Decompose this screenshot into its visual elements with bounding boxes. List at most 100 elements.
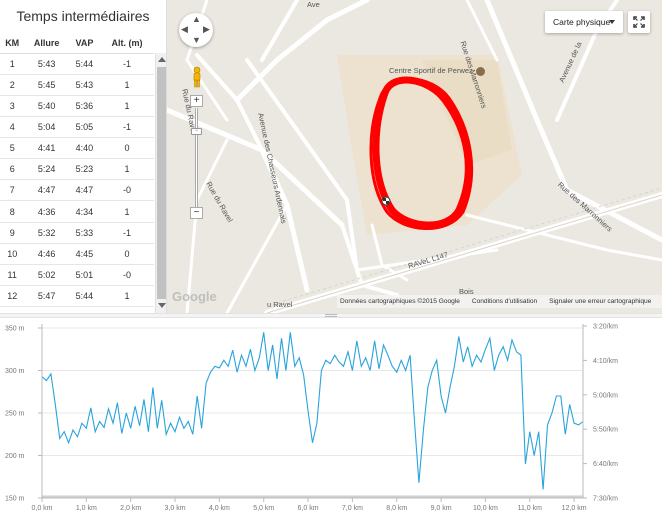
splits-panel: Temps intermédiaires KM Allure VAP Alt. … <box>0 0 167 313</box>
map-data-credit: Données cartographiques ©2015 Google <box>340 298 460 305</box>
split-elevation: 1 <box>99 158 154 181</box>
split-pace: 5:45 <box>24 74 69 96</box>
split-elevation: 1 <box>99 95 154 117</box>
split-row[interactable]: 0.25:515:55-1 <box>0 306 154 313</box>
split-elevation: 1 <box>99 74 154 96</box>
split-row[interactable]: 3 5:40 5:36 1 <box>0 95 154 117</box>
scroll-thumb[interactable] <box>157 67 166 299</box>
x-tick-label: 6,0 km <box>298 505 319 512</box>
split-gap: 4:45 <box>68 243 100 265</box>
scroll-down-arrow-icon[interactable] <box>158 303 166 308</box>
panel-splitter[interactable] <box>0 313 662 318</box>
map-label-ravel-bottom: u Ravel <box>267 300 293 309</box>
split-row[interactable]: 12 5:47 5:44 1 <box>0 285 154 308</box>
elevation-pace-chart[interactable]: 350 m 300 m 250 m 200 m 150 m 3:20/km 4:10/km… <box>0 318 662 529</box>
split-row[interactable]: 11 5:02 5:01 -0 <box>0 264 154 287</box>
split-pace: 5:04 <box>24 116 69 139</box>
column-header-elevation[interactable]: Alt. (m) <box>99 33 154 54</box>
splits-body: 1 5:43 5:44 -1 2 5:45 5:43 1 3 5:40 5:36 1 4 5:04 5:05… <box>0 53 154 313</box>
split-row[interactable]: 4 5:04 5:05 -1 <box>0 116 154 139</box>
split-gap: 5:44 <box>68 285 100 308</box>
split-km: 2 <box>0 74 25 96</box>
split-pace: 5:47 <box>24 285 69 308</box>
splits-table: KM Allure VAP Alt. (m) 1 5:43 5:44 -1 2 5:45 5… <box>0 33 154 313</box>
column-header-pace[interactable]: Allure <box>24 33 69 54</box>
split-gap: 4:47 <box>68 179 100 202</box>
split-row[interactable]: 2 5:45 5:43 1 <box>0 74 154 96</box>
split-row[interactable]: 1 5:43 5:44 -1 <box>0 53 154 75</box>
terms-of-use-link[interactable]: Conditions d'utilisation <box>471 298 538 305</box>
google-logo: Google <box>172 289 217 304</box>
split-km: 7 <box>0 179 25 202</box>
split-gap: 4:40 <box>68 137 100 160</box>
map-label-centre-sportif: Centre Sportif de Perwez <box>389 66 485 76</box>
pan-left-icon[interactable]: ◀ <box>181 24 188 34</box>
right-axis-ticks: 3:20/km 4:10/km 5:00/km 5:50/km 6:40/km 7:30/… <box>583 324 618 503</box>
split-pace: 4:46 <box>24 243 69 265</box>
pace-series-line <box>41 332 584 490</box>
split-row[interactable]: 7 4:47 4:47 -0 <box>0 179 154 202</box>
split-elevation: 1 <box>99 285 154 308</box>
split-gap: 5:55 <box>68 306 100 313</box>
split-elevation: 0 <box>99 137 154 160</box>
split-elevation: 0 <box>99 243 154 265</box>
drag-handle-icon[interactable] <box>325 314 337 317</box>
split-gap: 4:34 <box>68 200 100 223</box>
pan-down-icon[interactable]: ▼ <box>192 35 201 45</box>
split-elevation: -1 <box>99 116 154 139</box>
report-map-error-link[interactable]: Signaler une erreur cartographique <box>549 298 652 305</box>
split-km: 6 <box>0 158 25 181</box>
x-tick-label: 4,0 km <box>209 505 230 512</box>
split-km: 0.2 <box>0 306 25 313</box>
zoom-out-button[interactable]: − <box>190 207 203 219</box>
split-km: 5 <box>0 137 25 160</box>
split-pace: 4:47 <box>24 179 69 202</box>
split-elevation: 1 <box>99 200 154 223</box>
split-km: 8 <box>0 200 25 223</box>
poi-marker-icon <box>475 66 485 76</box>
x-axis-ticks: 0,0 km 1,0 km 2,0 km 3,0 km 4,0 km 5,0 km 6,0 … <box>31 498 587 512</box>
map-canvas[interactable] <box>167 0 662 313</box>
split-km: 12 <box>0 285 25 308</box>
zoom-slider-thumb[interactable]: − <box>191 128 202 135</box>
split-km: 3 <box>0 95 25 117</box>
splits-scrollbar[interactable] <box>155 53 166 313</box>
split-row[interactable]: 6 5:24 5:23 1 <box>0 158 154 181</box>
map-type-dropdown[interactable]: Carte physique <box>545 11 623 33</box>
split-pace: 5:02 <box>24 264 69 287</box>
scroll-up-arrow-icon[interactable] <box>158 57 166 62</box>
split-gap: 5:43 <box>68 74 100 96</box>
split-gap: 5:05 <box>68 116 100 139</box>
x-tick-label: 11,0 km <box>518 505 543 512</box>
right-tick-label: 7:30/km <box>593 496 618 503</box>
zoom-slider-track[interactable] <box>195 108 198 208</box>
pan-up-icon[interactable]: ▲ <box>192 14 201 24</box>
split-pace: 4:41 <box>24 137 69 160</box>
right-tick-label: 3:20/km <box>593 324 618 331</box>
pegman-icon[interactable] <box>191 66 203 88</box>
column-header-gap[interactable]: VAP <box>68 33 100 54</box>
split-pace: 4:36 <box>24 200 69 223</box>
column-header-km[interactable]: KM <box>0 33 25 54</box>
right-tick-label: 4:10/km <box>593 358 618 365</box>
zoom-in-button[interactable]: + <box>190 95 203 107</box>
split-pace: 5:40 <box>24 95 69 117</box>
x-tick-label: 3,0 km <box>165 505 186 512</box>
pan-control[interactable]: ▲ ◀ ▶ ▼ <box>179 13 213 47</box>
pan-right-icon[interactable]: ▶ <box>203 24 210 34</box>
split-row[interactable]: 10 4:46 4:45 0 <box>0 243 154 265</box>
route-map[interactable]: Centre Sportif de Perwez Rue des Marronn… <box>167 0 662 313</box>
fullscreen-button[interactable] <box>628 11 650 33</box>
splits-title: Temps intermédiaires <box>16 8 150 24</box>
split-km: 10 <box>0 243 25 265</box>
split-row[interactable]: 5 4:41 4:40 0 <box>0 137 154 160</box>
right-tick-label: 5:50/km <box>593 427 618 434</box>
split-km: 1 <box>0 53 25 75</box>
left-tick-label: 250 m <box>5 411 25 418</box>
split-row[interactable]: 8 4:36 4:34 1 <box>0 200 154 223</box>
split-gap: 5:36 <box>68 95 100 117</box>
split-elevation: -0 <box>99 179 154 202</box>
x-tick-label: 2,0 km <box>120 505 141 512</box>
split-row[interactable]: 9 5:32 5:33 -1 <box>0 222 154 244</box>
